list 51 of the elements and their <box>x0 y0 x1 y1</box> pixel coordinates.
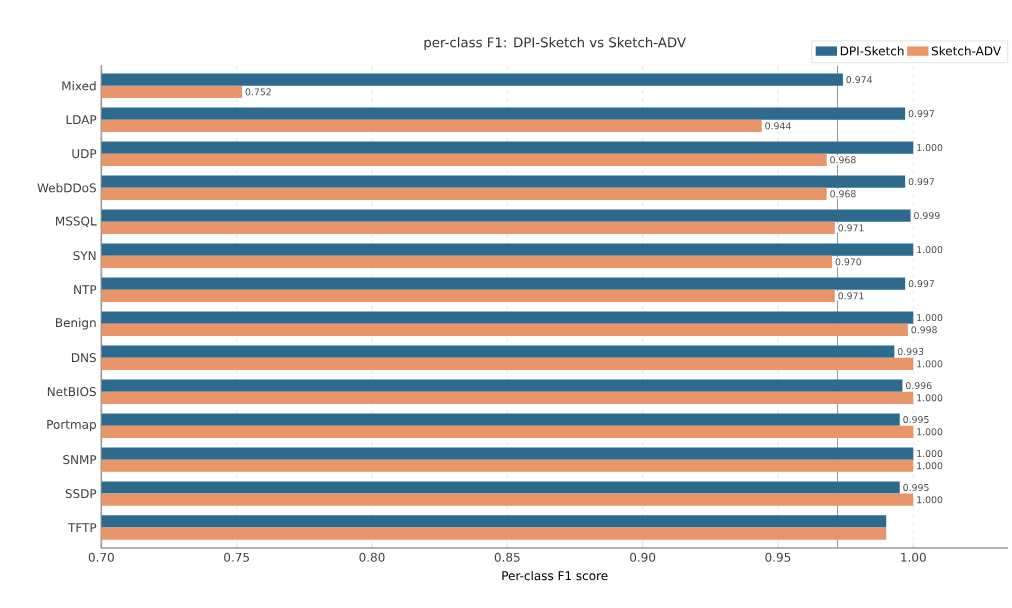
data-label: 1.000 <box>917 449 943 458</box>
data-label: 1.000 <box>917 360 943 368</box>
data-label: 0.970 <box>835 258 862 266</box>
y-tick-label: LDAP <box>66 115 97 125</box>
y-tick-label: UDP <box>72 149 97 159</box>
y-tick-label: SNMP <box>63 455 97 465</box>
data-label: 0.998 <box>911 326 937 334</box>
data-label: 0.944 <box>765 122 791 130</box>
data-label: 1.000 <box>917 394 943 402</box>
x-tick-label: 0.95 <box>765 552 791 562</box>
data-label: 0.993 <box>897 348 924 356</box>
x-tick-label: 1.00 <box>901 552 926 562</box>
data-label: 0.995 <box>903 416 929 424</box>
data-label: 0.752 <box>245 88 271 96</box>
data-label: 0.997 <box>908 110 935 118</box>
data-label: 1.000 <box>917 144 943 152</box>
x-tick-label: 0.75 <box>224 552 249 562</box>
y-tick-label: SYN <box>73 251 96 261</box>
x-tick-label: 0.70 <box>88 552 114 562</box>
data-label: 0.968 <box>830 190 856 198</box>
y-tick-label: Portmap <box>47 420 96 432</box>
data-label: 0.974 <box>846 76 873 84</box>
y-tick-label: NetBIOS <box>47 387 96 397</box>
data-label: 1.000 <box>917 462 943 470</box>
x-tick-label: 0.85 <box>494 552 520 562</box>
data-label: 1.000 <box>917 428 943 436</box>
x-tick-label: 0.90 <box>630 552 656 562</box>
chart-title: per-class F1: DPI-Sketch vs Sketch-ADV <box>424 37 686 50</box>
data-label: 0.997 <box>908 178 935 186</box>
data-label: 0.996 <box>906 382 932 390</box>
y-tick-label: Benign <box>56 317 96 330</box>
legend-label: Sketch-ADV <box>931 46 1001 56</box>
y-tick-label: DNS <box>71 353 96 363</box>
legend-label: DPI-Sketch <box>840 46 904 56</box>
y-tick-label: NTP <box>74 285 97 295</box>
data-label: 0.971 <box>838 224 864 232</box>
data-label: 1.000 <box>917 246 943 254</box>
y-tick-label: Mixed <box>62 81 96 91</box>
y-tick-label: WebDDoS <box>37 183 96 193</box>
x-tick-label: 0.80 <box>359 552 385 562</box>
y-tick-label: MSSQL <box>56 216 97 227</box>
data-label: 0.971 <box>838 292 864 300</box>
y-tick-label: TFTP <box>68 523 97 532</box>
x-axis-title: Per-class F1 score <box>502 570 608 581</box>
data-label: 0.968 <box>830 156 856 164</box>
data-label: 0.995 <box>903 483 929 492</box>
data-label: 1.000 <box>917 314 943 322</box>
data-label: 0.997 <box>908 280 935 288</box>
data-label: 1.000 <box>917 496 943 504</box>
data-label: 0.999 <box>914 212 940 220</box>
y-tick-label: SSDP <box>65 489 97 499</box>
